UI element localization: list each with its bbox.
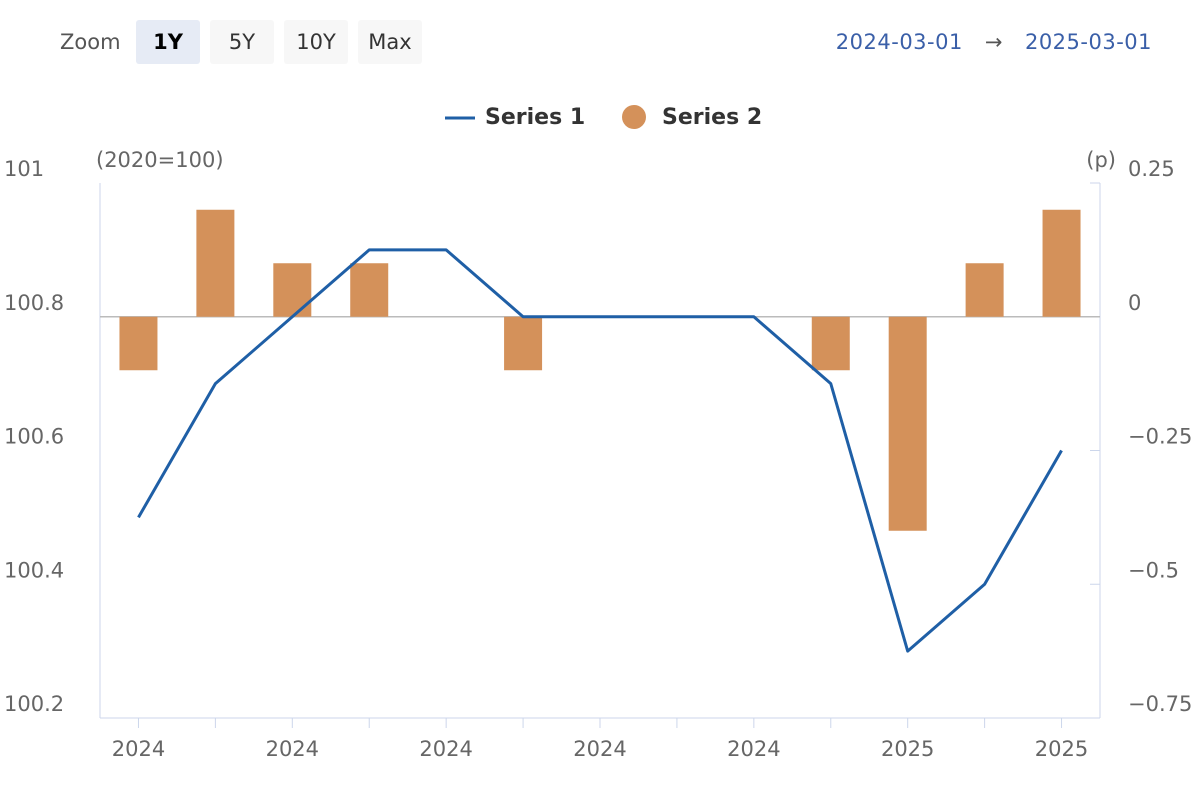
bar	[888, 316, 927, 531]
line	[137, 248, 1063, 653]
y2-tick-label: 0.25	[1128, 157, 1175, 181]
bar	[811, 316, 850, 371]
x-tick-label: 2025	[881, 737, 934, 761]
y2-tick-label: 0	[1128, 291, 1141, 315]
y-axis-unit: (2020=100)	[96, 148, 224, 172]
x-tick-label: 2024	[419, 737, 472, 761]
y-tick-label: 101	[4, 157, 44, 181]
x-tick-label: 2024	[266, 737, 319, 761]
bar	[273, 263, 312, 317]
bar	[1042, 209, 1081, 317]
toolbar: Zoom 2024-03-01 → 2025-03-01 1Y 5Y 10Y Max	[0, 0, 1200, 80]
legend-label: Series 2	[662, 105, 762, 130]
x-tick-label: 2024	[727, 737, 780, 761]
zoom-button[interactable]: Max	[358, 20, 422, 64]
y2-tick-label: −0.75	[1128, 692, 1192, 716]
bar	[504, 316, 543, 371]
range-separator: →	[984, 30, 1003, 54]
legend-label: Series 1	[485, 105, 585, 130]
date-range: 2024-03-01 → 2025-03-01	[828, 20, 1160, 64]
zoom-button[interactable]: 1Y	[136, 20, 200, 64]
y-tick-label: 100.4	[4, 558, 64, 582]
bar	[119, 316, 158, 371]
y-tick-label: 100.6	[4, 425, 64, 449]
x-tick-label: 2024	[112, 737, 165, 761]
zoom-button[interactable]: 10Y	[284, 20, 348, 64]
y-tick-label: 100.8	[4, 291, 64, 315]
y-tick-label: 100.2	[4, 692, 64, 716]
bar	[196, 209, 235, 317]
legend-symbol	[622, 105, 646, 129]
y2-tick-label: −0.5	[1128, 558, 1179, 582]
range-from[interactable]: 2024-03-01	[835, 30, 963, 54]
x-tick-label: 2025	[1035, 737, 1088, 761]
y2-axis-unit: (p)	[1086, 148, 1116, 172]
zoom-label: Zoom	[60, 30, 121, 54]
x-tick-label: 2024	[573, 737, 626, 761]
bar	[350, 263, 389, 317]
zoom-button[interactable]: 5Y	[210, 20, 274, 64]
y2-tick-label: −0.25	[1128, 425, 1192, 449]
bar	[965, 263, 1004, 317]
range-to[interactable]: 2025-03-01	[1024, 30, 1152, 54]
